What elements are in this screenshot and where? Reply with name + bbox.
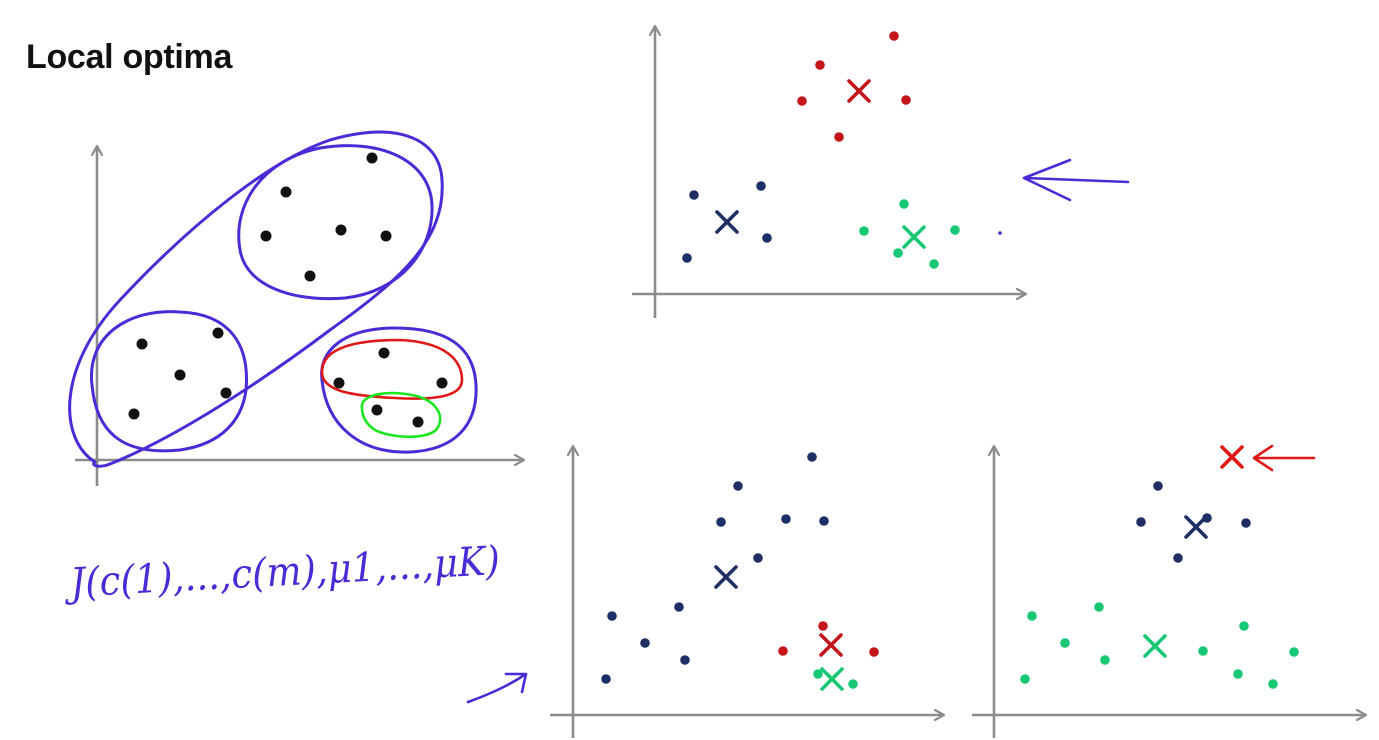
navy-point (1173, 553, 1183, 563)
red-point (901, 95, 911, 105)
lower-right-cluster-loop (320, 326, 478, 454)
navy-centroid (1184, 515, 1208, 539)
red-point (778, 646, 788, 656)
navy-point (640, 638, 650, 648)
navy-point (716, 517, 726, 527)
navy-point (1153, 481, 1163, 491)
data-point (212, 327, 224, 339)
green-point (1233, 669, 1243, 679)
data-point (174, 369, 186, 381)
red-centroid (847, 79, 871, 103)
p3-points (601, 452, 879, 689)
navy-centroid (714, 565, 738, 589)
lower-left-cluster-loop (89, 310, 248, 453)
red-centroid (819, 633, 843, 657)
green-point (1027, 611, 1037, 621)
data-point (378, 347, 390, 359)
navy-point (607, 611, 617, 621)
navy-point (756, 181, 766, 191)
navy-point (682, 253, 692, 263)
data-point (436, 377, 448, 389)
p2-centroids (715, 79, 926, 249)
slide-title: Local optima (26, 38, 233, 76)
p2-points (682, 31, 1002, 269)
data-point (136, 338, 148, 350)
green-point (929, 259, 939, 269)
green-point (1198, 646, 1208, 656)
green-point (899, 199, 909, 209)
green-point (1289, 647, 1299, 657)
green-point (859, 226, 869, 236)
green-centroid (902, 225, 926, 249)
red-point (869, 647, 879, 657)
data-point (380, 230, 392, 242)
left-arrow-icon (1022, 158, 1130, 202)
red-point (834, 132, 844, 142)
green-point (848, 679, 858, 689)
red-point (818, 621, 828, 631)
navy-point (680, 655, 690, 665)
data-point (335, 224, 347, 236)
data-point (333, 377, 345, 389)
data-point (366, 152, 378, 164)
navy-point (762, 233, 772, 243)
green-point (1100, 655, 1110, 665)
p1-axes (75, 146, 524, 486)
up-right-arrow-icon (466, 672, 528, 704)
navy-point (733, 481, 743, 491)
p4-centroids (1143, 445, 1244, 658)
green-centroid (820, 667, 844, 691)
navy-point (753, 553, 763, 563)
navy-point (1136, 517, 1146, 527)
navy-point (807, 452, 817, 462)
green-point (813, 669, 823, 679)
data-point (371, 404, 383, 416)
red-point (889, 31, 899, 41)
data-point (280, 186, 292, 198)
navy-point (674, 602, 684, 612)
good-clustering-panel (632, 26, 1130, 318)
green-point (950, 225, 960, 235)
big-diagonal-loop (68, 130, 444, 468)
red-left-arrow-icon (1252, 444, 1316, 472)
data-point (128, 408, 140, 420)
data-point (304, 270, 316, 282)
hand-drawn-outlines (68, 130, 478, 468)
green-point (893, 248, 903, 258)
green-point (1060, 638, 1070, 648)
data-point (412, 416, 424, 428)
green-centroid (1143, 634, 1167, 658)
navy-centroid (715, 210, 739, 234)
bad-clustering-right-panel (972, 444, 1366, 738)
cost-function: J(c(1),...,c(m),μ1,...,μK) (63, 538, 501, 607)
red-point (797, 96, 807, 106)
navy-point (819, 516, 829, 526)
red-subcluster-loop (320, 338, 464, 400)
navy-point (601, 674, 611, 684)
p4-points (1020, 481, 1299, 689)
green-point (1094, 602, 1104, 612)
data-point (220, 387, 232, 399)
data-point (260, 230, 272, 242)
green-point (1020, 674, 1030, 684)
upper-cluster-loop (237, 144, 434, 301)
navy-point (689, 190, 699, 200)
navy-point (1241, 518, 1251, 528)
green-subcluster-loop (360, 391, 442, 439)
p1-points (128, 152, 448, 428)
cost-function-text: J(c(1),...,c(m),μ1,...,μK) (63, 538, 501, 607)
green-point (1239, 621, 1249, 631)
red-point (815, 60, 825, 70)
original-data-panel (68, 130, 524, 486)
bad-clustering-left-panel (466, 446, 944, 738)
green-point (1268, 679, 1278, 689)
p3-centroids (714, 565, 844, 691)
red-centroid (1220, 445, 1244, 469)
navy-point (781, 514, 791, 524)
stray-mark (998, 231, 1002, 235)
